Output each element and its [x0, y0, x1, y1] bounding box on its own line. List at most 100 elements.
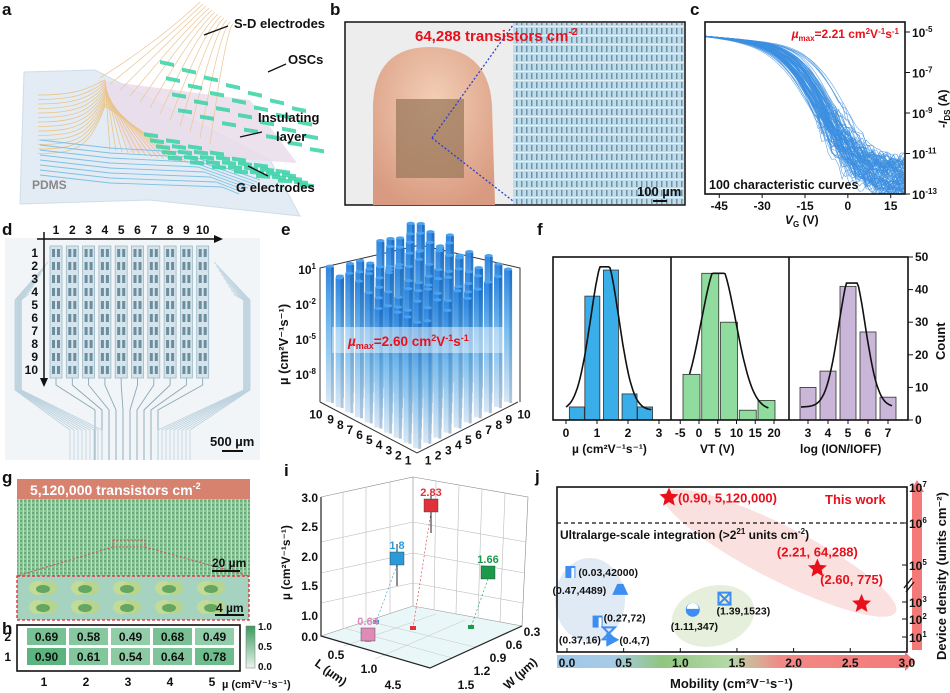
group-ellipse-green — [671, 585, 755, 647]
mobility-bar-top — [395, 263, 404, 267]
electrode — [133, 353, 137, 361]
mobility-bar-top — [463, 296, 472, 300]
array-column — [147, 245, 161, 379]
electrode — [68, 249, 72, 257]
sd-electrode-mesh — [37, 1, 324, 195]
mobility-bar-top — [445, 253, 454, 257]
electrode — [171, 353, 175, 361]
mobility-bar-top — [474, 266, 483, 270]
mobility-bar-top — [325, 264, 334, 268]
density-label: 64,288 transistors cm-2 — [415, 27, 578, 45]
mobility-bar-top — [393, 310, 402, 314]
mobility-bar-top — [345, 271, 354, 275]
this-work-label: This work — [825, 492, 886, 507]
electrode — [182, 301, 186, 309]
tick-label: 103 — [909, 595, 927, 610]
mobility-bar-top — [445, 241, 454, 245]
osc-block — [298, 119, 312, 127]
text-part: s — [885, 27, 892, 41]
electrode — [73, 249, 77, 257]
text-part: (V) — [799, 213, 818, 227]
mobility-bar-top — [464, 270, 473, 274]
column-index: 8 — [167, 223, 174, 237]
electrode — [154, 249, 158, 257]
electrode — [154, 288, 158, 296]
trace — [88, 378, 110, 460]
electrode — [73, 275, 77, 283]
row-index: 1 — [31, 246, 38, 260]
row-tick-label: 9 — [327, 413, 334, 427]
col-tick-label: 2 — [435, 448, 442, 462]
mobility-bar-top — [433, 291, 442, 295]
w-tick-label: 1.5 — [458, 678, 475, 692]
trace — [143, 378, 171, 460]
electrode — [57, 249, 60, 257]
electrode — [68, 314, 72, 322]
mobility-bar-top — [494, 274, 502, 279]
z-tick-label: 3.0 — [301, 491, 318, 505]
x-tick-label: 2 — [625, 426, 632, 440]
osc-block — [232, 156, 246, 163]
mobility-bar-side — [360, 282, 363, 419]
z-axis-title: µ (cm²V⁻¹s⁻¹) — [279, 525, 293, 600]
heatmap-cells: 0.69 0.58 0.49 0.68 0.49 0.90 0.61 0.54 0.64 0.78 — [27, 628, 234, 665]
electrode — [84, 301, 88, 309]
mobility-bar-top — [376, 265, 384, 269]
mobility-bar-top — [384, 304, 393, 308]
mobility-bar-side — [458, 291, 462, 429]
mobility-bar-top — [385, 264, 394, 269]
transfer-curve — [704, 36, 904, 189]
label-layer: layer — [276, 129, 306, 144]
mobility-bar-top — [366, 261, 375, 265]
mobility-bar-top — [404, 287, 413, 291]
point-label: (0.47,4489) — [553, 585, 607, 597]
electrode — [57, 353, 60, 361]
tick-exponent: 5 — [922, 558, 927, 567]
x-tick-label: 3 — [805, 426, 812, 440]
y-title-count: Count — [933, 322, 948, 360]
transistor-channel — [78, 585, 92, 593]
osc-block — [270, 98, 284, 106]
tick-exponent: -9 — [925, 106, 933, 115]
osc-block — [184, 155, 198, 161]
mobility-bar-top — [385, 268, 394, 272]
mobility-bar-top — [415, 257, 424, 261]
osc-block — [162, 150, 176, 156]
mobility-bar-top — [425, 262, 434, 266]
electrode — [100, 275, 104, 283]
mobility-bar-top — [355, 279, 363, 283]
mobility-bar-top — [396, 236, 405, 240]
mobility-bar-top — [413, 299, 422, 303]
electrode — [100, 249, 104, 257]
mobility-bar-side — [379, 309, 383, 429]
electrode — [154, 340, 158, 348]
sd-electrode-line — [109, 3, 204, 85]
panel-letter-g: g — [2, 468, 12, 487]
mobility-bar-top — [395, 245, 404, 249]
electrode — [68, 366, 72, 374]
electrode — [117, 262, 121, 270]
heatmap-value: 0.69 — [35, 630, 59, 644]
transistor-channel — [36, 585, 50, 593]
drop-line — [412, 511, 432, 629]
gate-trace — [39, 149, 255, 185]
electrode — [149, 340, 153, 348]
electrode — [203, 262, 207, 270]
electrode — [89, 288, 93, 296]
outer-trace — [169, 281, 247, 460]
outer-trace — [20, 289, 99, 460]
histogram-bar — [682, 373, 701, 421]
tick-exponent: 7 — [922, 480, 927, 489]
electrode — [182, 340, 186, 348]
electrode — [73, 340, 77, 348]
mobility-bar — [364, 292, 370, 423]
electrode — [133, 327, 137, 335]
marker-detail — [718, 592, 731, 605]
heatmap-value: 0.49 — [119, 630, 143, 644]
electrode — [166, 366, 170, 374]
zoom-line — [431, 137, 514, 202]
tick-base: 10 — [912, 148, 926, 162]
col-tick-label: 5 — [465, 433, 472, 447]
mobility-bar-top — [433, 298, 442, 302]
mobility-bar-top — [405, 240, 414, 244]
